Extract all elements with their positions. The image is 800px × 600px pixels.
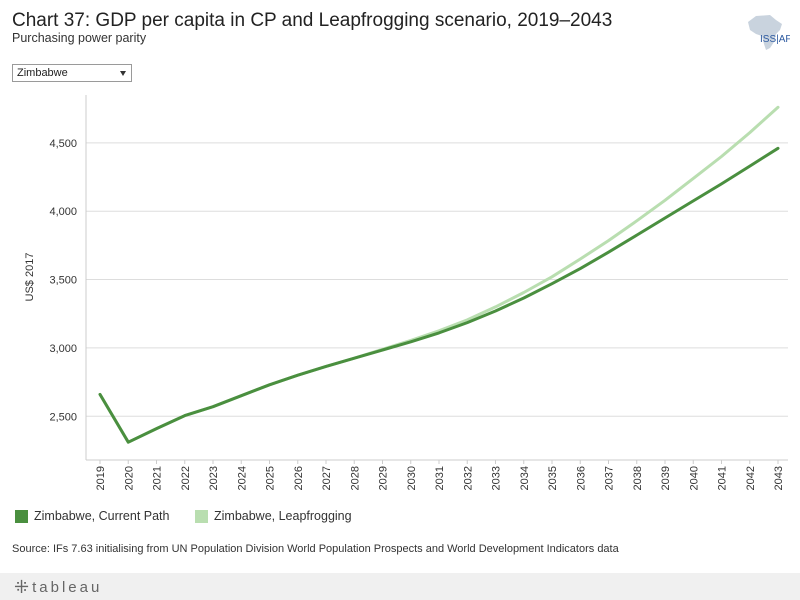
- x-tick-label: 2041: [717, 466, 729, 490]
- country-dropdown[interactable]: Zimbabwe: [12, 64, 132, 82]
- issafrica-logo: ISS|AF: [748, 15, 790, 50]
- legend-swatch-leapfrogging: [195, 509, 208, 523]
- source-note: Source: IFs 7.63 initialising from UN Po…: [12, 543, 619, 555]
- x-tick-label: 2023: [208, 466, 220, 490]
- x-tick-label: 2043: [773, 466, 785, 490]
- x-tick-label: 2027: [321, 466, 333, 490]
- x-tick-label: 2037: [604, 466, 616, 490]
- chart-subtitle: Purchasing power parity: [12, 31, 147, 45]
- series-line-current-path[interactable]: [98, 146, 780, 444]
- x-tick-label: 2038: [632, 466, 644, 490]
- logo-text: ISS|AF: [760, 34, 790, 45]
- series-line-leapfrogging[interactable]: [98, 105, 780, 444]
- tableau-footer: ⁜ tableau: [0, 573, 800, 600]
- legend-item-current-path[interactable]: Zimbabwe, Current Path: [15, 509, 169, 523]
- x-tick-label: 2026: [293, 466, 305, 490]
- x-tick-label: 2021: [152, 466, 164, 490]
- y-tick-label: 3,000: [49, 343, 77, 355]
- line-chart: 2,500 3,000 3,500 4,000 4,500 2019 2020 2021 202…: [24, 95, 788, 490]
- tableau-logo[interactable]: ⁜ tableau: [14, 577, 102, 598]
- x-tick-label: 2042: [745, 466, 757, 490]
- x-tick-label: 2036: [575, 466, 587, 490]
- tableau-plus-icon: ⁜: [14, 577, 30, 597]
- x-tick-label: 2029: [378, 466, 390, 490]
- x-tick-label: 2022: [180, 466, 192, 490]
- x-tick-label: 2035: [547, 466, 559, 490]
- tableau-brand: tableau: [32, 579, 103, 596]
- legend-item-leapfrogging[interactable]: Zimbabwe, Leapfrogging: [195, 509, 352, 523]
- country-dropdown-value: Zimbabwe: [17, 67, 68, 79]
- x-tick-label: 2030: [406, 466, 418, 490]
- y-tick-label: 4,500: [49, 138, 77, 150]
- x-tick-label: 2020: [123, 466, 135, 490]
- y-axis-label: US$ 2017: [24, 253, 36, 302]
- x-tick-label: 2024: [236, 466, 248, 490]
- x-tick-label: 2039: [660, 466, 672, 490]
- x-tick-label: 2028: [349, 466, 361, 490]
- chart-title: Chart 37: GDP per capita in CP and Leapf…: [12, 10, 613, 31]
- legend-swatch-current-path: [15, 509, 28, 523]
- x-tick-label: 2034: [519, 466, 531, 490]
- x-tick-label: 2025: [265, 466, 277, 490]
- y-tick-label: 3,500: [49, 275, 77, 287]
- legend-label-leapfrogging: Zimbabwe, Leapfrogging: [214, 509, 352, 523]
- x-tick-label: 2040: [688, 466, 700, 490]
- x-tick-label: 2032: [462, 466, 474, 490]
- x-tick-label: 2033: [491, 466, 503, 490]
- y-tick-label: 4,000: [49, 206, 77, 218]
- y-tick-label: 2,500: [49, 411, 77, 423]
- x-tick-label: 2019: [95, 466, 107, 490]
- legend-label-current-path: Zimbabwe, Current Path: [34, 509, 170, 523]
- x-tick-label: 2031: [434, 466, 446, 490]
- chevron-down-icon: [120, 71, 126, 76]
